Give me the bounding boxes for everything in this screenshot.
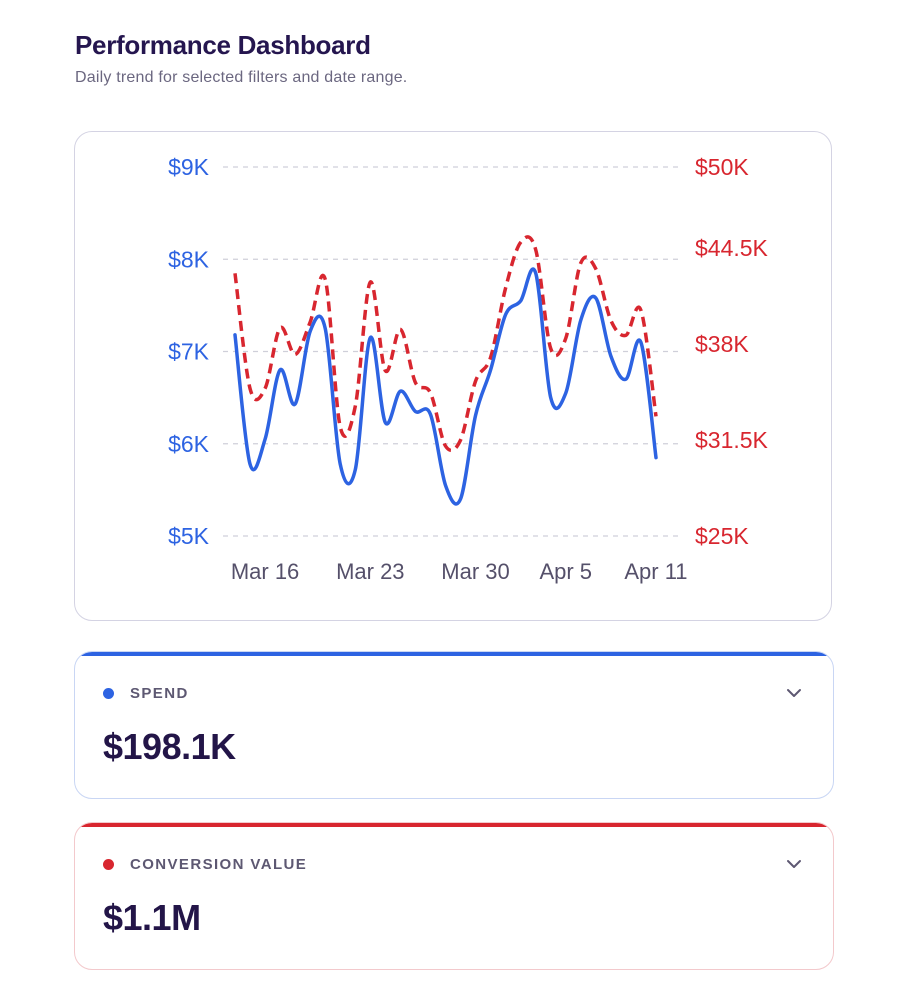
conversion-value-metric-card[interactable]: CONVERSION VALUE $1.1M	[74, 822, 834, 970]
chevron-down-icon[interactable]	[783, 682, 805, 704]
x-tick-label: Apr 11	[624, 559, 687, 584]
spend-label: SPEND	[130, 685, 189, 702]
y-right-tick-label: $50K	[695, 154, 749, 180]
page-subtitle: Daily trend for selected filters and dat…	[75, 69, 408, 86]
page-header: Performance Dashboard Daily trend for se…	[75, 30, 407, 87]
x-tick-label: Apr 5	[539, 559, 592, 584]
y-right-tick-label: $44.5K	[695, 235, 769, 261]
conversion-value-series-line	[233, 235, 658, 453]
spend-value: $198.1K	[103, 726, 236, 767]
x-tick-label: Mar 23	[336, 559, 404, 584]
y-right-tick-label: $25K	[695, 523, 749, 549]
y-left-tick-label: $9K	[168, 154, 210, 180]
x-tick-label: Mar 30	[441, 559, 509, 584]
spend-series-line	[233, 267, 658, 506]
trend-chart: $5K $6K $7K $8K $9K $25K $31.5K $38K $44.5K $50K M…	[168, 154, 769, 584]
y-left-tick-label: $7K	[168, 339, 210, 365]
chevron-down-icon[interactable]	[783, 853, 805, 875]
y-left-tick-label: $5K	[168, 523, 210, 549]
y-right-tick-label: $31.5K	[695, 427, 769, 453]
spend-accent-bar	[75, 652, 833, 656]
spend-legend-dot	[103, 688, 114, 699]
x-tick-label: Mar 16	[231, 559, 299, 584]
y-left-tick-label: $6K	[168, 431, 210, 457]
conversion-legend-dot	[103, 859, 114, 870]
trend-chart-card: $5K $6K $7K $8K $9K $25K $31.5K $38K $44.5K $50K M…	[74, 131, 832, 621]
conversion-accent-bar	[75, 823, 833, 827]
y-left-tick-label: $8K	[168, 246, 210, 272]
page-title: Performance Dashboard	[75, 30, 371, 60]
conversion-value-label: CONVERSION VALUE	[130, 856, 308, 873]
spend-metric-card[interactable]: SPEND $198.1K	[74, 651, 834, 799]
y-right-tick-label: $38K	[695, 331, 749, 357]
conversion-value-value: $1.1M	[103, 897, 201, 938]
